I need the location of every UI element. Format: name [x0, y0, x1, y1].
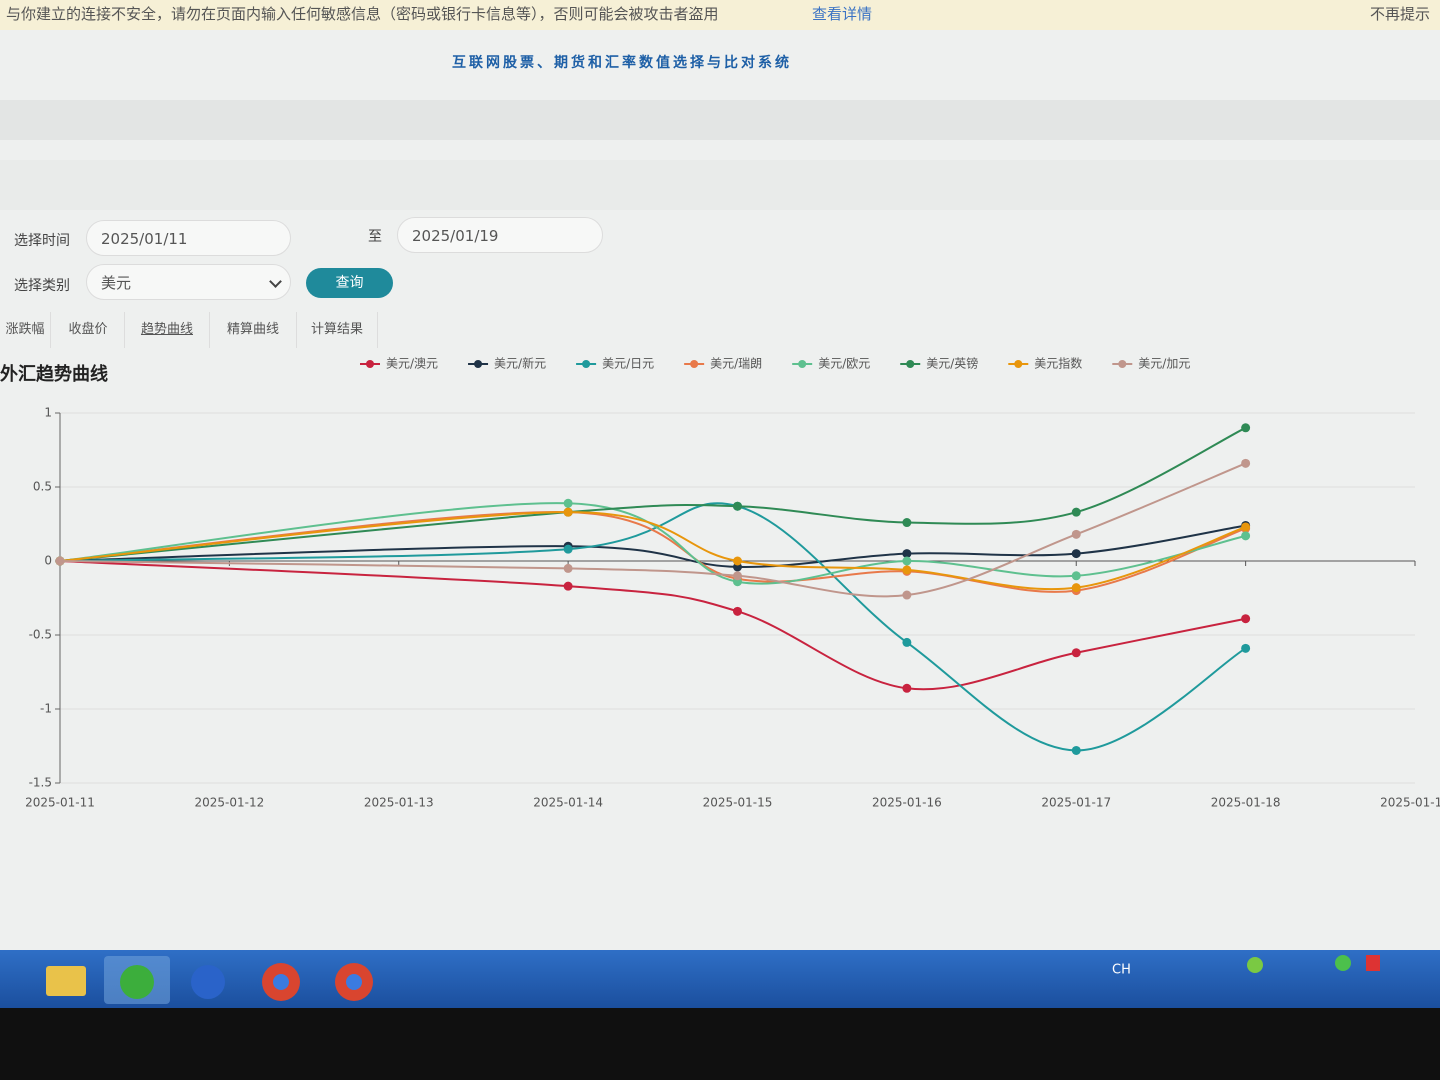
- data-point: [1241, 614, 1251, 624]
- data-point: [563, 563, 573, 573]
- tray-flag[interactable]: [1366, 955, 1380, 971]
- legend-label[interactable]: 美元指数: [1034, 356, 1082, 371]
- legend-symbol: [474, 360, 483, 368]
- x-tick-label: 2025-01-18: [1211, 796, 1281, 810]
- data-point: [902, 556, 912, 566]
- explorer-icon[interactable]: [46, 966, 86, 996]
- data-point: [55, 556, 65, 566]
- dropdown-arrow: [269, 275, 282, 288]
- data-point: [902, 590, 912, 600]
- tab[interactable]: 趋势曲线: [125, 312, 210, 348]
- legend-symbol: [366, 360, 374, 368]
- data-point: [902, 518, 912, 528]
- x-tick-label: 2025-01-12: [195, 796, 265, 810]
- details-link[interactable]: 查看详情: [812, 5, 873, 23]
- tab[interactable]: 精算曲线: [210, 312, 297, 348]
- legend-label[interactable]: 美元/加元: [1138, 357, 1190, 371]
- legend-label[interactable]: 美元/日元: [602, 357, 654, 371]
- taskbar: CH: [0, 950, 1440, 1008]
- category-value: 美元: [101, 274, 132, 292]
- dismiss-link[interactable]: 不再提示: [1369, 5, 1430, 23]
- data-point: [563, 498, 573, 508]
- legend-label[interactable]: 美元/欧元: [818, 357, 870, 371]
- legend-label[interactable]: 美元/英镑: [926, 356, 978, 371]
- data-point: [1241, 458, 1251, 468]
- y-tick-label: -1: [40, 702, 52, 716]
- y-tick-label: 0.5: [33, 480, 52, 494]
- screen-bezel: [0, 1008, 1440, 1080]
- legend-symbol: [798, 360, 807, 368]
- x-tick-label: 2025-01-19: [1380, 796, 1440, 810]
- ie-icon[interactable]: [120, 965, 154, 999]
- tab[interactable]: 涨跌幅: [0, 312, 51, 348]
- data-point: [733, 501, 742, 511]
- legend-symbol: [582, 360, 591, 368]
- chart-title: 外汇趋势曲线: [0, 363, 108, 385]
- data-point: [1071, 583, 1081, 593]
- data-point: [563, 581, 573, 591]
- input-language[interactable]: CH: [1112, 963, 1131, 978]
- data-point: [902, 683, 912, 693]
- data-point: [1241, 522, 1251, 532]
- series-line: [59, 560, 1246, 691]
- data-point: [1071, 745, 1081, 755]
- security-warning: 与你建立的连接不安全，请勿在页面内输入任何敏感信息（密码或银行卡信息等），否则可…: [0, 0, 1440, 30]
- chrome-icon-center: [273, 974, 289, 990]
- time-label: 选择时间: [14, 233, 70, 249]
- y-tick-label: 1: [44, 406, 52, 420]
- data-point: [733, 606, 742, 616]
- data-point: [902, 637, 912, 647]
- x-tick-label: 2025-01-14: [533, 796, 603, 810]
- warning-text: 与你建立的连接不安全，请勿在页面内输入任何敏感信息（密码或银行卡信息等），否则可…: [6, 5, 719, 23]
- legend-label[interactable]: 美元/澳元: [386, 357, 438, 371]
- legend-label[interactable]: 美元/瑞朗: [710, 357, 762, 371]
- category-label: 选择类别: [14, 278, 70, 294]
- nav-band: [0, 160, 1440, 210]
- data-point: [733, 556, 742, 566]
- category-select[interactable]: 美元: [86, 264, 291, 300]
- data-point: [1241, 531, 1251, 541]
- y-tick-label: 0: [44, 554, 52, 568]
- data-point: [1071, 549, 1081, 559]
- data-point: [1071, 571, 1081, 581]
- series-line: [59, 511, 1246, 591]
- data-point: [902, 565, 912, 575]
- data-point: [902, 549, 912, 559]
- legend-symbol: [1014, 360, 1023, 368]
- legend-label[interactable]: 美元/新元: [494, 356, 546, 371]
- tab[interactable]: 收盘价: [52, 312, 125, 348]
- taskbar-icons: CH: [46, 955, 1380, 1004]
- legend-symbol: [906, 360, 915, 368]
- tray-icon[interactable]: [1335, 955, 1351, 971]
- x-tick-label: 2025-01-15: [703, 796, 773, 810]
- tray-icon[interactable]: [1247, 957, 1263, 973]
- query-button[interactable]: 查询: [306, 268, 393, 298]
- header-band: [0, 100, 1440, 140]
- data-point: [1071, 648, 1081, 658]
- data-point: [1241, 423, 1251, 433]
- data-point: [733, 571, 742, 581]
- chart: 外汇趋势曲线 -1.5 -1 -0.5 0 0.5 1 2025-01-11 2025-01-…: [0, 356, 1440, 810]
- chrome-icon-center: [346, 974, 362, 990]
- page-title: 互联网股票、期货和汇率数值选择与比对系统: [452, 55, 792, 71]
- data-point: [1241, 643, 1251, 653]
- x-tick-label: 2025-01-17: [1041, 796, 1111, 810]
- end-date[interactable]: 2025/01/19: [397, 217, 603, 253]
- x-tick-label: 2025-01-16: [872, 796, 942, 810]
- x-tick-label: 2025-01-13: [364, 796, 434, 810]
- data-point: [1071, 529, 1081, 539]
- x-tick-label: 2025-01-11: [25, 796, 95, 810]
- flash-icon[interactable]: [191, 965, 225, 999]
- y-tick-label: -1.5: [29, 776, 52, 790]
- legend-symbol: [1118, 360, 1127, 368]
- tab[interactable]: 计算结果: [297, 312, 378, 348]
- data-point: [563, 544, 573, 554]
- data-point: [1071, 507, 1081, 517]
- start-date[interactable]: 2025/01/11: [86, 220, 291, 256]
- to-label: 至: [368, 229, 382, 245]
- legend-symbol: [690, 360, 699, 368]
- y-tick-label: -0.5: [29, 628, 52, 642]
- data-point: [563, 507, 573, 517]
